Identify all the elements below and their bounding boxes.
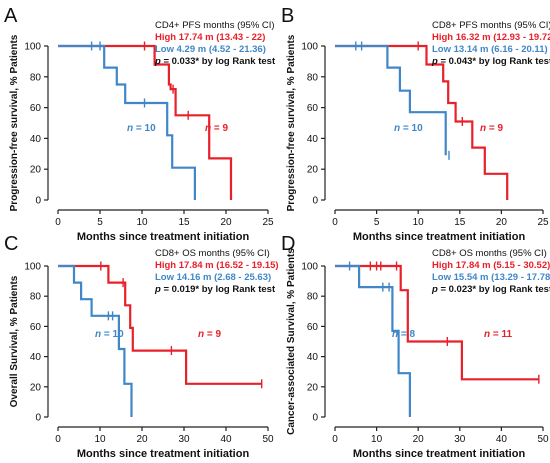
y-tick-label: 40 [30, 134, 42, 145]
panel-label: B [281, 5, 294, 27]
high-survival-curve [335, 44, 509, 200]
x-tick-label: 30 [454, 434, 466, 445]
x-tick-label: 10 [413, 217, 425, 228]
high-survival-curve [58, 264, 262, 385]
low-n-label: n = 10 [127, 123, 156, 134]
high-survival-curve [335, 264, 539, 381]
x-axis-label: Months since treatment initiation [353, 231, 526, 243]
legend-entry: High 17.74 m (13.43 - 22) [155, 32, 265, 43]
x-tick-label: 25 [537, 217, 549, 228]
legend-entry: High 17.84 m (16.52 - 19.15) [155, 260, 279, 271]
y-axis-label: Progression-free survival, % Patients [286, 34, 297, 211]
panel-label: D [281, 233, 295, 255]
x-tick-label: 30 [178, 434, 190, 445]
y-tick-label: 60 [30, 322, 42, 333]
x-axis-label: Months since treatment initiation [353, 448, 526, 460]
legend-title: CD8+ PFS months (95% CI) [432, 20, 550, 31]
legend-entry: High 16.32 m (12.93 - 19.72) [432, 32, 550, 43]
y-tick-label: 20 [30, 382, 42, 393]
y-tick-label: 60 [307, 103, 319, 114]
legend-entry: Low 13.14 m (6.16 - 20.11) [432, 44, 548, 55]
y-tick-label: 100 [301, 262, 318, 273]
y-tick-label: 100 [24, 262, 41, 273]
x-axis-label: Months since treatment initiation [77, 231, 250, 243]
x-tick-label: 10 [371, 434, 383, 445]
panel-b: B 0 5 10 15 20 25 0 20 40 60 80 100 Months since trea… [281, 5, 550, 243]
y-tick-label: 40 [30, 352, 42, 363]
p-value-text: p = 0.033* by log Rank test [154, 56, 276, 67]
y-tick-label: 80 [30, 292, 42, 303]
legend-entry: Low 4.29 m (4.52 - 21.36) [155, 44, 266, 55]
y-tick-label: 20 [30, 165, 42, 176]
x-tick-label: 0 [55, 217, 61, 228]
x-tick-label: 15 [178, 217, 190, 228]
x-tick-label: 5 [374, 217, 380, 228]
x-tick-label: 0 [332, 434, 338, 445]
low-n-label: n = 10 [95, 329, 124, 340]
y-tick-label: 40 [307, 134, 319, 145]
y-tick-label: 0 [312, 196, 318, 207]
panel-label: A [4, 5, 18, 27]
low-survival-curve [58, 264, 133, 417]
y-tick-label: 0 [35, 413, 41, 424]
y-tick-label: 20 [307, 382, 319, 393]
x-tick-label: 15 [454, 217, 466, 228]
high-n-label: n = 9 [205, 123, 229, 134]
panel-c: C 0 10 20 30 40 50 0 20 40 60 80 100 Months since tre… [4, 233, 279, 460]
legend-entry: Low 14.16 m (2.68 - 25.63) [155, 272, 271, 283]
legend-entry: Low 15.54 m (13.29 - 17.78) [432, 272, 550, 283]
y-tick-label: 80 [307, 292, 319, 303]
y-tick-label: 20 [307, 165, 319, 176]
x-tick-label: 50 [537, 434, 549, 445]
x-tick-label: 5 [97, 217, 103, 228]
y-axis-label: Overall Survival, % Patients [9, 275, 20, 407]
high-n-label: n = 11 [484, 329, 513, 340]
p-value-text: p = 0.019* by log Rank test [154, 284, 276, 295]
low-n-label: n = 10 [394, 123, 423, 134]
legend-title: CD4+ PFS months (95% CI) [155, 20, 275, 31]
y-tick-label: 100 [301, 42, 318, 53]
high-survival-curve [58, 44, 233, 200]
p-value-text: p = 0.043* by log Rank test [431, 56, 550, 67]
x-tick-label: 10 [94, 434, 106, 445]
y-tick-label: 80 [307, 72, 319, 83]
x-tick-label: 20 [413, 434, 425, 445]
x-tick-label: 20 [220, 217, 232, 228]
x-axis-label: Months since treatment initiation [77, 448, 250, 460]
y-tick-label: 100 [24, 42, 41, 53]
x-tick-label: 10 [136, 217, 148, 228]
y-tick-label: 0 [312, 413, 318, 424]
y-axis-label: Cancer-associated Survival, % Patients [286, 248, 297, 435]
legend-entry: High 17.84 m (5.15 - 30.52) [432, 260, 550, 271]
low-survival-curve [335, 264, 411, 417]
panel-a: A 0 5 10 15 20 25 0 20 40 60 80 100 Months since trea… [4, 5, 276, 243]
y-axis-label: Progression-free survival, % Patients [9, 34, 20, 211]
y-tick-label: 0 [35, 196, 41, 207]
high-n-label: n = 9 [480, 123, 504, 134]
x-tick-label: 40 [220, 434, 232, 445]
legend-title: CD8+ OS months (95% CI) [432, 248, 547, 259]
low-survival-curve [335, 44, 447, 156]
panel-label: C [4, 233, 18, 255]
panel-d: D 0 10 20 30 40 50 0 20 40 60 80 100 Months since tre… [281, 233, 550, 460]
x-tick-label: 0 [55, 434, 61, 445]
x-tick-label: 40 [496, 434, 508, 445]
y-tick-label: 40 [307, 352, 319, 363]
x-tick-label: 20 [496, 217, 508, 228]
x-tick-label: 25 [262, 217, 274, 228]
y-tick-label: 60 [30, 103, 42, 114]
y-tick-label: 60 [307, 322, 319, 333]
legend-title: CD8+ OS months (95% CI) [155, 248, 270, 259]
x-tick-label: 50 [262, 434, 274, 445]
p-value-text: p = 0.023* by log Rank test [431, 284, 550, 295]
low-n-label: n = 8 [392, 329, 416, 340]
y-tick-label: 80 [30, 72, 42, 83]
x-tick-label: 0 [332, 217, 338, 228]
low-survival-curve [58, 44, 196, 200]
x-tick-label: 20 [136, 434, 148, 445]
high-n-label: n = 9 [198, 329, 222, 340]
